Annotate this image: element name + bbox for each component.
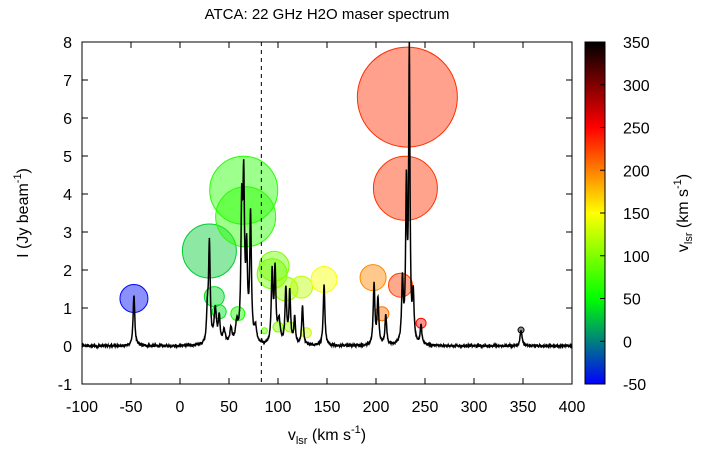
x-tick-label: 100 (265, 399, 292, 416)
y-axis-label: I (Jy beam-1) (12, 168, 32, 258)
y-tick-label: 0 (63, 339, 72, 356)
x-axis-label-unit: (km s (307, 427, 351, 444)
x-axis-label-sub: lsr (296, 435, 308, 447)
y-tick-label: 1 (63, 301, 72, 318)
colorbar-tick-label: 200 (623, 163, 650, 180)
y-tick-label: 3 (63, 225, 72, 242)
colorbar-tick-label: 150 (623, 206, 650, 223)
colorbar-axis: -50 0 50 100 150 200 250 300 350 (600, 35, 650, 394)
x-tick-label: 0 (176, 399, 185, 416)
spectrum-curve (82, 42, 572, 350)
x-tick-label: 250 (412, 399, 439, 416)
y-tick-label: 7 (63, 73, 72, 90)
x-tick-label: 200 (363, 399, 390, 416)
y-axis-label-base: I (Jy beam (15, 183, 32, 258)
colorbar-label: vlsr (km s-1) (672, 174, 695, 252)
x-tick-label: 300 (461, 399, 488, 416)
velocity-marker (356, 46, 458, 148)
colorbar-tick-label: 100 (623, 249, 650, 266)
colorbar-label-close: ) (675, 174, 692, 179)
colorbar-tick-label: 50 (623, 292, 641, 309)
y-tick-label: 2 (63, 263, 72, 280)
x-axis-label-base: v (288, 427, 296, 444)
y-tick-label: 5 (63, 149, 72, 166)
colorbar-label-base: v (675, 244, 692, 252)
spectrum-layer (82, 42, 572, 350)
colorbar-tick-label: 250 (623, 121, 650, 138)
x-tick-label: -50 (119, 399, 142, 416)
x-tick-label: 50 (220, 399, 238, 416)
x-tick-label: 400 (559, 399, 586, 416)
velocity-marker (260, 327, 268, 335)
y-axis-label-close: ) (15, 168, 32, 173)
colorbar-label-sup: -1 (672, 179, 684, 189)
velocity-marker (388, 272, 413, 298)
x-axis-label-close: ) (361, 427, 366, 444)
velocity-markers (119, 46, 525, 339)
x-axis: -100 -50 0 50 100 150 200 250 300 350 400 (66, 42, 585, 416)
x-axis-label-sup: -1 (351, 424, 361, 436)
colorbar-tick-label: 350 (623, 35, 650, 52)
x-tick-label: 350 (510, 399, 537, 416)
colorbar-tick-label: 0 (623, 334, 632, 351)
colorbar-tick-label: -50 (623, 377, 646, 394)
y-tick-label: 8 (63, 35, 72, 52)
y-tick-label: 6 (63, 111, 72, 128)
colorbar-tick-label: 300 (623, 78, 650, 95)
plot-frame (81, 41, 573, 385)
velocity-marker (290, 275, 314, 299)
y-tick-label: -1 (58, 377, 72, 394)
y-tick-label: 4 (63, 187, 72, 204)
colorbar-label-sub: lsr (683, 232, 695, 244)
velocity-marker (300, 327, 312, 339)
x-tick-label: -100 (66, 399, 98, 416)
x-axis-label: vlsr (km s-1) (288, 424, 366, 447)
colorbar-label-unit: (km s (675, 189, 692, 233)
y-axis-label-sup: -1 (12, 173, 24, 183)
chart-title: ATCA: 22 GHz H2O maser spectrum (205, 6, 450, 23)
x-tick-label: 150 (314, 399, 341, 416)
y-axis: -1 0 1 2 3 4 5 6 7 8 (58, 35, 572, 394)
